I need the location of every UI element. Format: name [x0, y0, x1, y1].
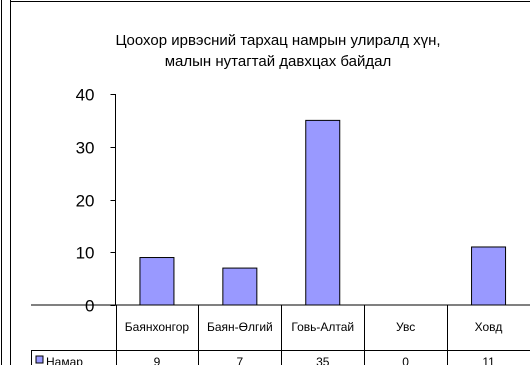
- category-label: Говь-Алтай: [291, 320, 354, 334]
- bar-4: [471, 246, 507, 306]
- y-axis: 0 10 20 30 40: [76, 86, 116, 316]
- data-label: 35: [316, 355, 330, 365]
- chart-title-line-2: малын нутагтай давхцах байдал: [165, 53, 392, 70]
- bar-1: [222, 267, 258, 306]
- category-label: Баянхонгор: [125, 320, 190, 334]
- y-tick-label: 30: [76, 139, 95, 158]
- category-label: Ховд: [475, 320, 503, 334]
- y-tick-label: 20: [76, 192, 95, 211]
- legend-label: Намар: [46, 355, 83, 365]
- bar-0: [139, 257, 175, 306]
- category-label: Увс: [396, 320, 415, 334]
- y-tick-label: 10: [76, 244, 95, 263]
- y-tick-label: 40: [76, 86, 95, 105]
- chart-title-line-1: Цоохор ирвэсний тархац намрын улиралд хү…: [115, 32, 440, 49]
- data-table: Баянхонгор 9 Баян-Өлгий 7 Говь-Алтай 35 Увс 0 Хо…: [31, 304, 530, 365]
- bar-2: [305, 119, 341, 306]
- category-label: Баян-Өлгий: [207, 320, 273, 334]
- y-tick-label: 0: [85, 297, 94, 316]
- data-label: 11: [482, 355, 495, 365]
- legend-swatch: [35, 355, 44, 364]
- bars: [139, 119, 507, 306]
- data-label: 7: [237, 355, 244, 365]
- data-label: 0: [402, 355, 409, 365]
- data-label: 9: [154, 355, 161, 365]
